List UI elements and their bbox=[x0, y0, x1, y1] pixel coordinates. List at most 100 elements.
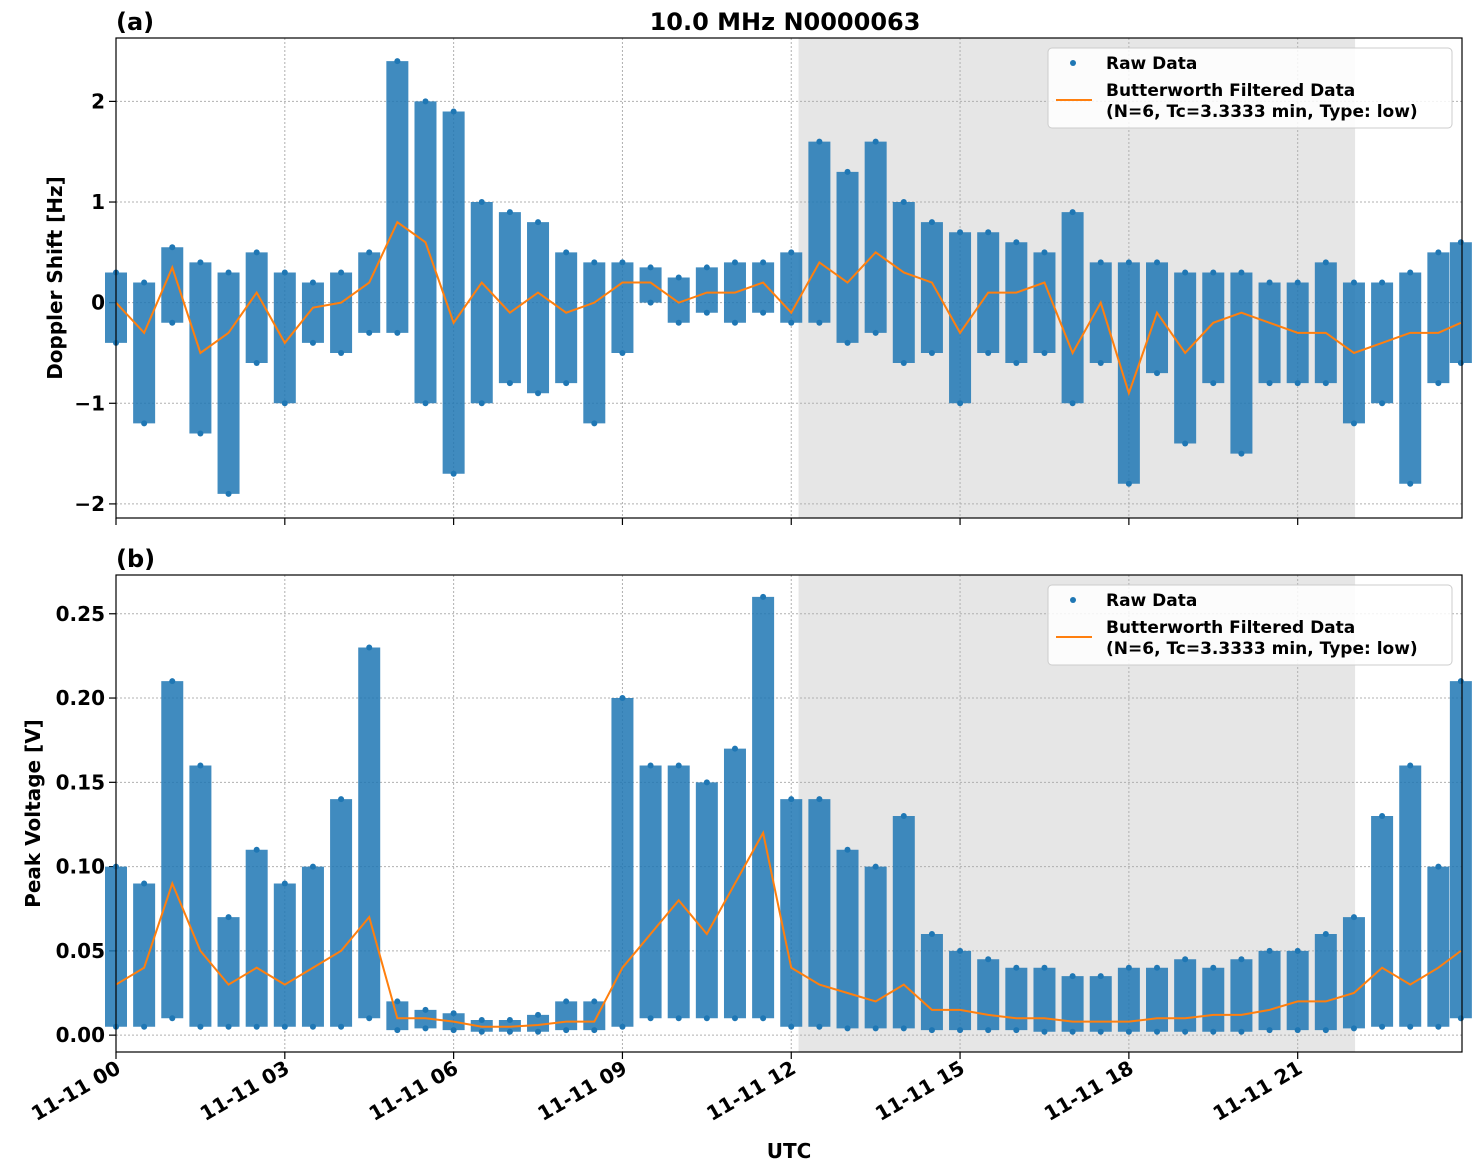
legend-box bbox=[1047, 47, 1453, 129]
raw-point bbox=[394, 1027, 401, 1034]
raw-point bbox=[338, 1023, 345, 1030]
raw-point bbox=[506, 1016, 513, 1023]
raw-point bbox=[1097, 973, 1104, 980]
raw-point bbox=[788, 796, 795, 803]
raw-point bbox=[1210, 269, 1217, 276]
raw-point bbox=[1350, 914, 1357, 921]
raw-point bbox=[253, 1023, 260, 1030]
filtered-line bbox=[115, 220, 1462, 397]
raw-point bbox=[703, 1015, 710, 1022]
y-tick-label: 0 bbox=[91, 291, 105, 315]
raw-point bbox=[619, 695, 626, 702]
raw-point bbox=[1435, 380, 1442, 387]
raw-point bbox=[957, 1027, 964, 1034]
raw-point bbox=[619, 1023, 626, 1030]
raw-point bbox=[1457, 360, 1464, 367]
raw-point bbox=[1266, 1027, 1273, 1034]
raw-point bbox=[253, 360, 260, 367]
raw-point bbox=[1069, 973, 1076, 980]
raw-point bbox=[591, 1027, 598, 1034]
raw-point bbox=[394, 58, 401, 65]
legend: Raw Data Butterworth Filtered Data (N=6, T… bbox=[1047, 47, 1453, 129]
raw-point bbox=[1238, 450, 1245, 457]
raw-point bbox=[422, 400, 429, 407]
raw-point bbox=[478, 400, 485, 407]
raw-point bbox=[872, 863, 879, 870]
raw-point bbox=[366, 249, 373, 256]
panel-label: (b) bbox=[116, 545, 155, 573]
raw-point bbox=[1013, 239, 1020, 246]
raw-point bbox=[1182, 956, 1189, 963]
raw-point bbox=[1069, 209, 1076, 216]
raw-point bbox=[1041, 1028, 1048, 1035]
raw-point bbox=[619, 259, 626, 266]
raw-point bbox=[338, 796, 345, 803]
raw-point bbox=[1182, 269, 1189, 276]
raw-point bbox=[1238, 956, 1245, 963]
raw-point bbox=[647, 264, 654, 271]
raw-point bbox=[1407, 480, 1414, 487]
raw-point bbox=[788, 249, 795, 256]
raw-point bbox=[535, 1028, 542, 1035]
raw-point bbox=[816, 319, 823, 326]
raw-point bbox=[450, 1010, 457, 1017]
x-tick-label: 11-11 06 bbox=[365, 1056, 463, 1126]
raw-point bbox=[788, 319, 795, 326]
raw-point bbox=[535, 219, 542, 226]
raw-point bbox=[169, 1015, 176, 1022]
raw-point bbox=[1210, 380, 1217, 387]
raw-point bbox=[1238, 269, 1245, 276]
raw-point bbox=[253, 846, 260, 853]
raw-point bbox=[1407, 762, 1414, 769]
raw-point bbox=[1266, 947, 1273, 954]
raw-point bbox=[1125, 480, 1132, 487]
raw-point bbox=[1457, 239, 1464, 246]
raw-point bbox=[535, 1011, 542, 1018]
raw-point bbox=[1013, 964, 1020, 971]
raw-point bbox=[450, 1027, 457, 1034]
legend-box bbox=[1047, 584, 1453, 666]
legend-label: Raw Data bbox=[1106, 591, 1197, 611]
raw-point bbox=[1097, 1028, 1104, 1035]
legend: Raw Data Butterworth Filtered Data (N=6, T… bbox=[1047, 584, 1453, 666]
panel-label: (a) bbox=[116, 8, 154, 36]
raw-point bbox=[900, 1025, 907, 1032]
raw-point bbox=[1154, 259, 1161, 266]
raw-point bbox=[225, 914, 232, 921]
raw-point bbox=[900, 813, 907, 820]
raw-point bbox=[281, 880, 288, 887]
raw-point bbox=[141, 279, 148, 286]
x-tick-label: 11-11 00 bbox=[27, 1056, 125, 1126]
raw-point bbox=[478, 1016, 485, 1023]
raw-point bbox=[1294, 1027, 1301, 1034]
raw-point bbox=[197, 259, 204, 266]
y-tick-label: −2 bbox=[74, 492, 105, 516]
raw-point bbox=[478, 199, 485, 206]
raw-point bbox=[591, 420, 598, 427]
x-axis-label: UTC bbox=[767, 1139, 812, 1163]
legend-marker bbox=[1070, 60, 1076, 66]
raw-point bbox=[1041, 349, 1048, 356]
raw-point bbox=[169, 319, 176, 326]
raw-point bbox=[1407, 269, 1414, 276]
raw-point bbox=[1322, 259, 1329, 266]
raw-point bbox=[760, 593, 767, 600]
raw-point bbox=[647, 762, 654, 769]
raw-point bbox=[450, 108, 457, 115]
x-tick-label: 11-11 18 bbox=[1040, 1056, 1138, 1126]
raw-point bbox=[141, 1023, 148, 1030]
y-tick-label: 0.05 bbox=[56, 939, 105, 963]
raw-point bbox=[703, 779, 710, 786]
raw-point bbox=[872, 138, 879, 145]
raw-point bbox=[1182, 440, 1189, 447]
raw-point bbox=[450, 470, 457, 477]
plot-frame bbox=[115, 574, 1463, 1053]
y-tick-label: 0.25 bbox=[56, 602, 105, 626]
x-tick-label: 11-11 09 bbox=[533, 1056, 631, 1126]
raw-point bbox=[872, 329, 879, 336]
y-tick-label: 1 bbox=[91, 190, 105, 214]
raw-point bbox=[422, 98, 429, 105]
raw-point bbox=[675, 319, 682, 326]
raw-point bbox=[506, 380, 513, 387]
plot-frame bbox=[115, 37, 1463, 519]
